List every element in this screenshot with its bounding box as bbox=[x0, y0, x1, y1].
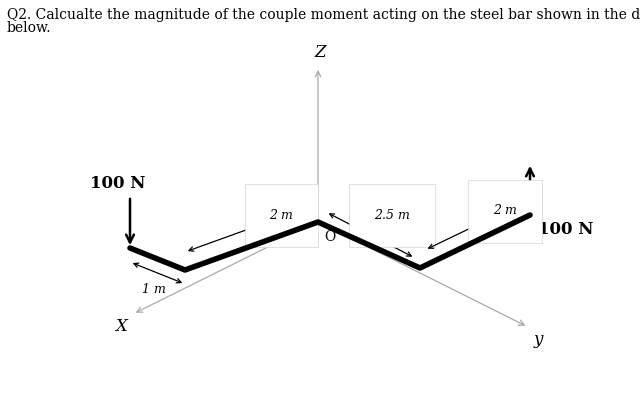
Text: y: y bbox=[534, 331, 543, 348]
Text: 100 N: 100 N bbox=[90, 175, 145, 192]
Text: Z: Z bbox=[314, 44, 326, 61]
Text: X: X bbox=[115, 318, 127, 335]
Text: 2 m: 2 m bbox=[269, 209, 293, 222]
Text: 1 m: 1 m bbox=[141, 283, 165, 296]
Text: O: O bbox=[324, 230, 335, 244]
Text: 2.5 m: 2.5 m bbox=[374, 209, 410, 222]
Text: Q2. Calcualte the magnitude of the couple moment acting on the steel bar shown i: Q2. Calcualte the magnitude of the coupl… bbox=[7, 8, 640, 22]
Text: 2 m: 2 m bbox=[493, 204, 517, 218]
Text: 100 N: 100 N bbox=[538, 221, 593, 238]
Text: below.: below. bbox=[7, 21, 51, 35]
